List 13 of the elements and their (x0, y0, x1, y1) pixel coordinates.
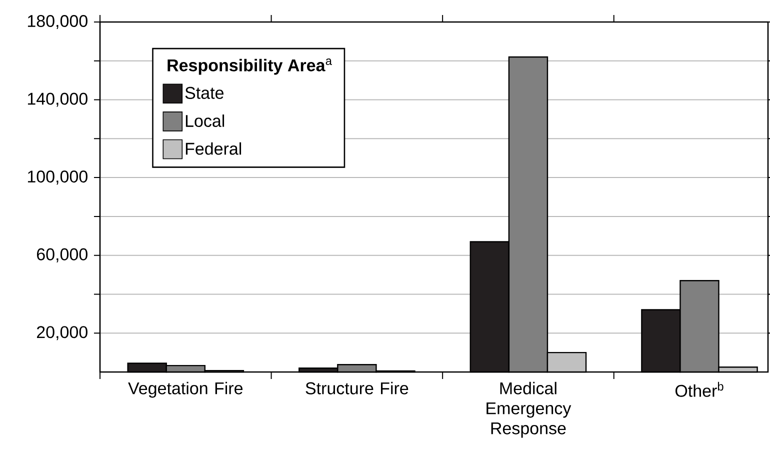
y-tick-label: 100,000 (28, 170, 88, 185)
legend-label: State (185, 86, 224, 99)
y-tick-label: 60,000 (36, 248, 88, 262)
legend-label: Federal (186, 142, 242, 155)
y-tick-label: 20,000 (36, 326, 88, 340)
legend-title: Responsibility Area$^{a}$ (168, 58, 332, 75)
x-tick-label: Vegetation Fire (128, 382, 243, 398)
legend-label: Local (186, 114, 224, 127)
y-tick-label: 180,000 (28, 14, 88, 30)
y-tick-label: 140,000 (28, 92, 88, 107)
x-tick-label: Structure Fire (306, 382, 408, 394)
x-tick-label: Other$^{b}$ (675, 382, 724, 397)
x-tick-label: Medical Emergency Response (486, 382, 572, 438)
